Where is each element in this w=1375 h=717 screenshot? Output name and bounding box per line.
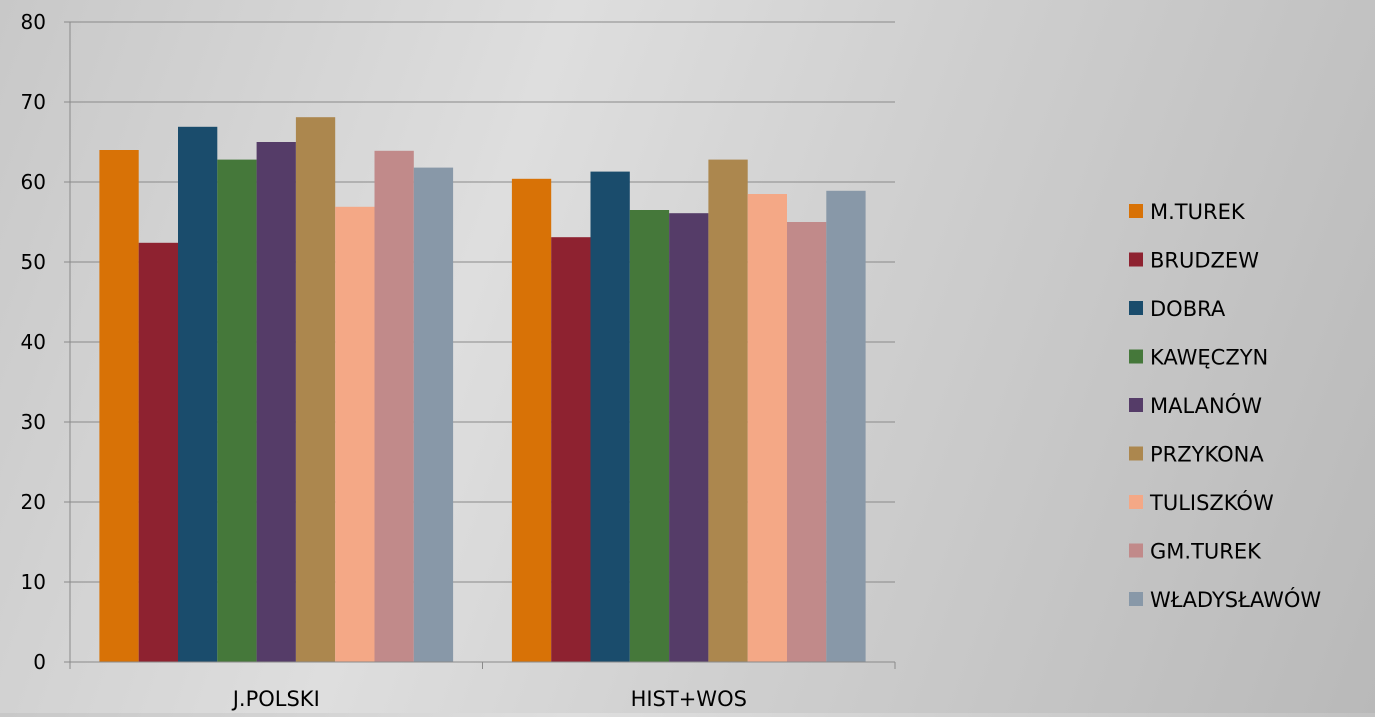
legend-label: PRZYKONA (1150, 443, 1264, 467)
y-tick-label: 50 (21, 250, 46, 274)
bar-w-adys-aw-w-0 (413, 167, 454, 662)
bar-malan-w-0 (256, 142, 296, 662)
legend-swatch (1129, 446, 1143, 461)
bar-w-adys-aw-w-1 (826, 190, 866, 663)
bars (99, 117, 866, 663)
y-tick-label: 80 (21, 10, 46, 34)
y-tick-label: 60 (21, 170, 46, 194)
bar-przykona-0 (295, 117, 336, 662)
legend-label: TULISZKÓW (1149, 490, 1274, 515)
y-tick-label: 10 (21, 570, 46, 594)
legend-label: M.TUREK (1150, 200, 1246, 224)
legend-swatch (1129, 495, 1143, 509)
bar-m-turek-0 (99, 150, 139, 662)
y-axis-ticks: 0 10 20 30 40 50 60 70 80 (21, 10, 70, 674)
x-tick-label: HIST+WOS (631, 687, 747, 711)
legend-swatch (1129, 592, 1143, 606)
x-axis-ticks: J.POLSKI HIST+WOS (69, 662, 896, 711)
bar-gm-turek-1 (787, 222, 827, 662)
legend-swatch (1129, 301, 1143, 315)
x-tick-label: J.POLSKI (231, 687, 320, 711)
y-tick-label: 0 (33, 650, 46, 674)
legend-swatch (1129, 398, 1143, 412)
bar-dobra-0 (178, 126, 218, 663)
legend-label: DOBRA (1150, 297, 1226, 321)
bar-tuliszk-w-1 (747, 194, 787, 662)
bar-malan-w-1 (669, 213, 709, 662)
legend-label: BRUDZEW (1150, 249, 1259, 273)
bar-kaw-czyn-0 (217, 159, 257, 662)
y-tick-label: 30 (21, 410, 46, 434)
y-tick-label: 40 (21, 330, 46, 354)
legend-label: KAWĘCZYN (1150, 346, 1268, 370)
bar-przykona-1 (708, 159, 748, 662)
legend-swatch (1129, 543, 1143, 558)
legend-label: MALANÓW (1150, 393, 1262, 418)
bar-kaw-czyn-1 (629, 210, 670, 662)
legend-swatch (1129, 349, 1143, 364)
legend-label: WŁADYSŁAWÓW (1150, 587, 1321, 612)
y-tick-label: 20 (21, 490, 46, 514)
legend-swatch (1129, 252, 1143, 267)
bar-tuliszk-w-0 (335, 206, 375, 663)
bar-gm-turek-0 (374, 150, 414, 663)
y-tick-label: 70 (21, 90, 46, 114)
bar-m-turek-1 (511, 178, 552, 663)
bar-brudzew-0 (138, 242, 178, 663)
bar-brudzew-1 (551, 237, 591, 662)
legend-swatch (1129, 204, 1143, 218)
bar-dobra-1 (590, 171, 630, 662)
legend: M.TUREK BRUDZEW DOBRA KAWĘCZYN MALANÓW PRZYKO… (1129, 200, 1321, 612)
legend-label: GM.TUREK (1150, 540, 1262, 564)
